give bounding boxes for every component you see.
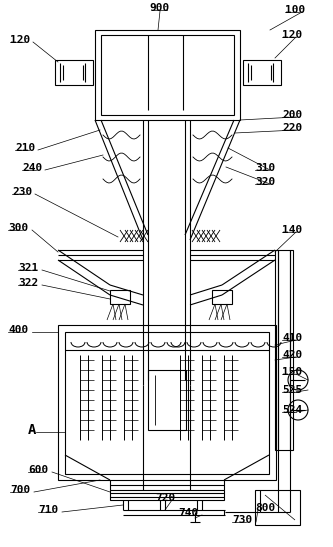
Bar (110, 290, 130, 304)
Text: 740: 740 (178, 508, 198, 518)
Text: 100: 100 (285, 5, 305, 15)
Text: 710: 710 (38, 505, 58, 515)
Text: 150: 150 (282, 367, 302, 377)
Text: 525: 525 (282, 385, 302, 395)
Text: 140: 140 (282, 225, 302, 235)
Bar (110, 490, 224, 500)
Bar (58, 325, 276, 480)
Text: 300: 300 (8, 223, 28, 233)
Text: 230: 230 (12, 187, 32, 197)
Text: 310: 310 (255, 163, 275, 173)
Text: 320: 320 (255, 177, 275, 187)
Text: 524: 524 (282, 405, 302, 415)
Text: 730: 730 (232, 515, 252, 525)
Text: 900: 900 (150, 3, 170, 13)
Bar (148, 370, 186, 430)
Text: 210: 210 (15, 143, 35, 153)
Text: 410: 410 (282, 333, 302, 343)
Bar (55, 60, 93, 85)
Bar (275, 250, 293, 450)
Text: A: A (28, 423, 36, 437)
Bar (95, 30, 240, 120)
Text: 240: 240 (22, 163, 42, 173)
Text: 700: 700 (10, 485, 30, 495)
Text: 400: 400 (8, 325, 28, 335)
Bar (243, 60, 281, 85)
Text: 420: 420 (282, 350, 302, 360)
Text: 800: 800 (255, 503, 275, 513)
Text: 720: 720 (155, 493, 175, 503)
Text: 321: 321 (18, 263, 38, 273)
Bar (255, 490, 300, 525)
Text: 120: 120 (10, 35, 30, 45)
Bar (101, 35, 234, 115)
Text: 200: 200 (282, 110, 302, 120)
Bar (212, 290, 232, 304)
Text: 322: 322 (18, 278, 38, 288)
Text: 220: 220 (282, 123, 302, 133)
Text: 120: 120 (282, 30, 302, 40)
Bar (65, 332, 269, 474)
Text: 600: 600 (28, 465, 48, 475)
